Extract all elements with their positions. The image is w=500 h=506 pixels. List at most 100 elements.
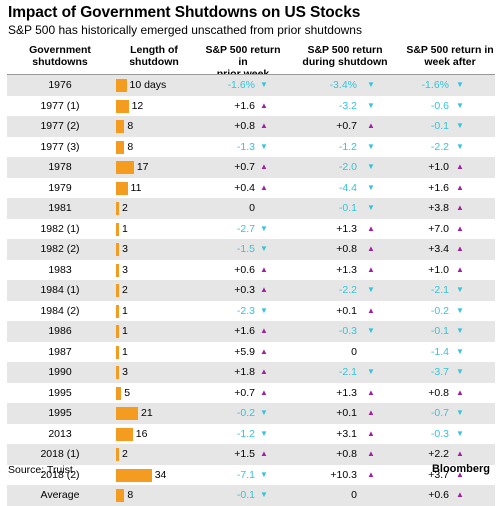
up-triangle-icon: ▲: [367, 449, 375, 458]
length-cell: 3: [116, 239, 216, 260]
down-triangle-icon: ▼: [367, 203, 375, 212]
column-header-line: shutdowns: [32, 56, 88, 68]
shutdown-name: 1977 (3): [40, 140, 80, 153]
week-after-return: -0.3: [430, 427, 449, 440]
length-cell: 1: [116, 321, 216, 342]
column-header-line: S&P 500 return in: [406, 44, 494, 56]
length-bar: [116, 120, 125, 133]
length-label: 2: [122, 284, 128, 296]
during-shutdown-return: +1.3: [336, 263, 357, 276]
up-triangle-icon: ▲: [260, 100, 268, 110]
down-triangle-icon: ▼: [260, 141, 268, 151]
length-label: 11: [130, 181, 142, 194]
up-triangle-icon: ▲: [367, 408, 375, 417]
during-shutdown-return: -3.2: [338, 99, 357, 112]
table-row: 1977 (3) 8 -1.3 ▼ -1.2 ▼ -2.2 ▼: [7, 137, 495, 158]
table-row: 2018 (1) 2 +1.5 ▲ +0.8 ▲ +2.2 ▲: [7, 444, 495, 465]
down-triangle-icon: ▼: [367, 141, 375, 151]
up-triangle-icon: ▲: [456, 490, 464, 499]
week-after-return: +0.8: [428, 386, 449, 399]
shutdown-name: 1978: [48, 161, 72, 173]
up-triangle-icon: ▲: [456, 223, 464, 233]
week-after-return: -2.1: [430, 284, 449, 296]
during-shutdown-return: -1.2: [338, 140, 357, 153]
week-after-return: +7.0: [428, 222, 449, 235]
during-shutdown-return: -2.1: [338, 366, 357, 378]
down-triangle-icon: ▼: [260, 223, 268, 233]
up-triangle-icon: ▲: [367, 223, 375, 233]
down-triangle-icon: ▼: [456, 346, 464, 356]
table-row: 1995 21 -0.2 ▼ +0.1 ▲ -0.7 ▼: [7, 403, 495, 424]
length-cell: 2: [116, 198, 216, 219]
column-header-length: Length of shutdown: [114, 44, 194, 68]
table-row: 1987 1 +5.9 ▲ 0 -1.4 ▼: [7, 342, 495, 363]
prior-week-return: +1.6: [234, 99, 255, 112]
up-triangle-icon: ▲: [260, 367, 268, 376]
during-shutdown-return: -3.4%: [329, 79, 357, 91]
table-row: 1990 3 +1.8 ▲ -2.1 ▼ -3.7 ▼: [7, 362, 495, 383]
prior-week-return: +0.8: [234, 120, 255, 132]
down-triangle-icon: ▼: [456, 367, 464, 376]
prior-week-return: -1.5: [236, 243, 255, 255]
during-shutdown-return: +10.3: [330, 468, 357, 481]
down-triangle-icon: ▼: [456, 326, 464, 335]
down-triangle-icon: ▼: [456, 100, 464, 110]
week-after-return: -1.6%: [421, 79, 449, 91]
down-triangle-icon: ▼: [260, 490, 268, 499]
length-bar: [116, 181, 128, 195]
shutdown-name: 1977 (2): [40, 120, 80, 132]
during-shutdown-return: +1.3: [336, 386, 357, 399]
during-shutdown-return: -0.1: [338, 202, 357, 214]
prior-week-return: +1.8: [234, 366, 255, 378]
column-header-line: Government: [29, 44, 91, 56]
table-row: 2018 (2) 34 -7.1 ▼ +10.3 ▲ +3.7 ▲: [7, 465, 495, 486]
down-triangle-icon: ▼: [367, 326, 375, 335]
prior-week-return: -7.1: [236, 468, 255, 481]
table-row: 1978 17 +0.7 ▲ -2.0 ▼ +1.0 ▲: [7, 157, 495, 178]
up-triangle-icon: ▲: [456, 264, 464, 274]
shutdown-name: 2018 (1): [40, 448, 80, 460]
length-label: 10 days: [129, 79, 167, 91]
prior-week-return: -1.6%: [227, 79, 255, 91]
up-triangle-icon: ▲: [367, 264, 375, 274]
length-cell: 10 days: [116, 75, 216, 96]
prior-week-return: +0.7: [234, 386, 255, 399]
length-bar: [116, 284, 119, 297]
shutdown-name: 1995: [48, 407, 72, 419]
up-triangle-icon: ▲: [456, 182, 464, 192]
header-divider: [7, 74, 495, 75]
column-header-line: S&P 500 return: [307, 44, 383, 56]
length-cell: 2: [116, 444, 216, 465]
shutdown-name: 1981: [48, 202, 72, 214]
down-triangle-icon: ▼: [456, 408, 464, 417]
prior-week-return: +0.6: [234, 263, 255, 276]
up-triangle-icon: ▲: [260, 182, 268, 192]
column-header-line: S&P 500 return in: [205, 44, 281, 68]
table-row: 1977 (1) 12 +1.6 ▲ -3.2 ▼ -0.6 ▼: [7, 96, 495, 117]
week-after-return: +1.0: [428, 263, 449, 276]
week-after-return: +1.0: [428, 161, 449, 173]
length-cell: 17: [116, 157, 216, 178]
during-shutdown-return: +0.8: [336, 448, 357, 460]
up-triangle-icon: ▲: [367, 121, 375, 130]
column-header-line: during shutdown: [302, 56, 388, 68]
week-after-return: +0.6: [428, 489, 449, 501]
length-label: 3: [122, 243, 128, 255]
length-label: 2: [122, 448, 128, 460]
shutdown-name: Average: [40, 489, 80, 501]
table-row: 2013 16 -1.2 ▼ +3.1 ▲ -0.3 ▼: [7, 424, 495, 445]
length-bar: [116, 407, 139, 420]
length-bar: [116, 222, 119, 236]
shutdown-name: 1990: [48, 366, 72, 378]
length-bar: [116, 140, 125, 154]
length-label: 1: [122, 325, 128, 337]
during-shutdown-return: +0.1: [336, 304, 357, 317]
down-triangle-icon: ▼: [456, 80, 464, 89]
down-triangle-icon: ▼: [456, 141, 464, 151]
down-triangle-icon: ▼: [260, 428, 268, 438]
table-row: 1981 2 0 -0.1 ▼ +3.8 ▲: [7, 198, 495, 219]
length-label: 8: [127, 140, 134, 153]
up-triangle-icon: ▲: [456, 449, 464, 458]
down-triangle-icon: ▼: [260, 408, 268, 417]
length-label: 34: [154, 468, 167, 481]
